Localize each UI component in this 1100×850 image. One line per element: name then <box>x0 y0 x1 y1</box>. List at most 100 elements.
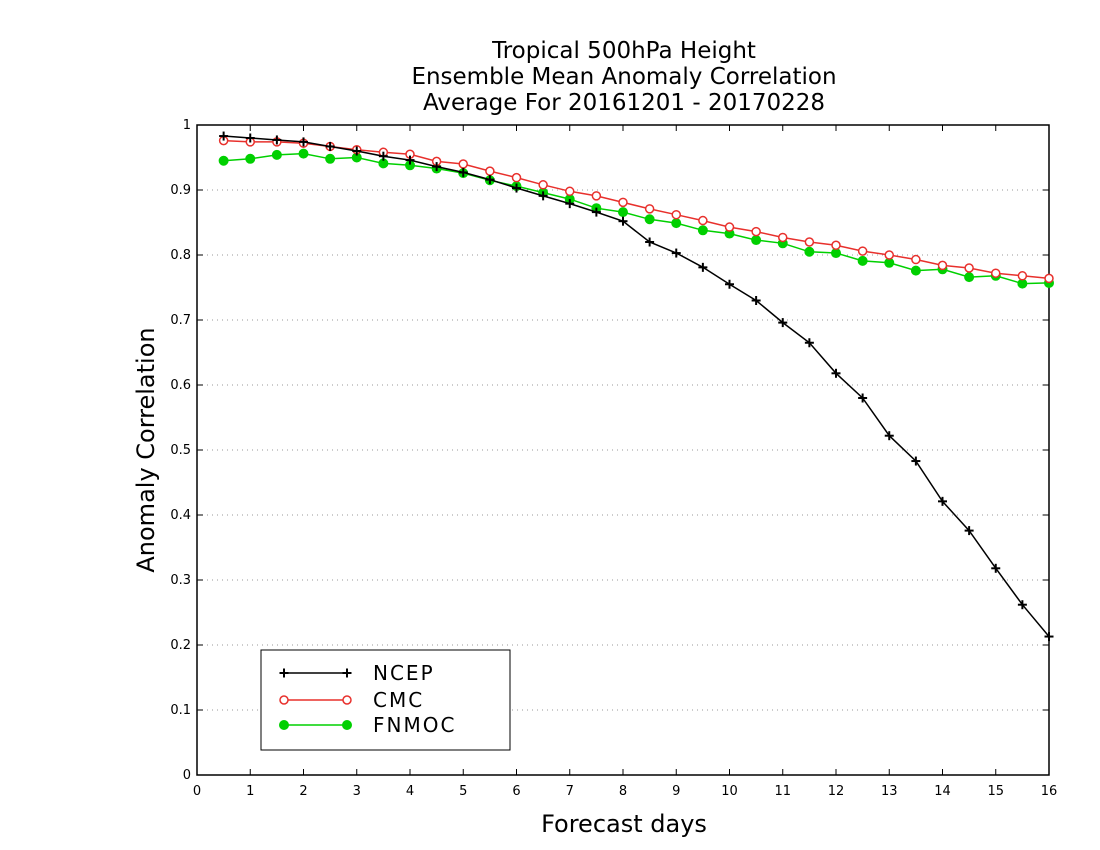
data-point-cmc <box>831 240 841 250</box>
data-point-ncep <box>725 279 734 289</box>
y-tick-label: 0.3 <box>170 573 191 588</box>
data-point-cmc <box>724 222 735 232</box>
legend-label-ncep: NCEP <box>373 661 435 685</box>
data-point-cmc <box>751 226 761 237</box>
title-line-1: Tropical 500hPa Height <box>491 38 756 64</box>
data-point-ncep <box>911 456 921 466</box>
data-point-fnmoc <box>618 207 628 218</box>
data-point-fnmoc <box>271 149 282 160</box>
x-tick-label: 3 <box>353 784 361 799</box>
data-point-fnmoc <box>857 255 868 266</box>
data-point-ncep <box>219 131 229 141</box>
data-point-cmc <box>884 250 894 260</box>
data-point-cmc <box>565 186 575 197</box>
y-tick-label: 0.6 <box>170 378 191 393</box>
data-point-ncep <box>858 393 868 403</box>
data-point-cmc <box>618 197 628 208</box>
data-point-ncep <box>299 137 308 147</box>
data-point-cmc <box>991 268 1001 278</box>
data-point-ncep <box>964 526 974 536</box>
data-point-cmc <box>591 191 602 201</box>
data-point-fnmoc <box>964 272 975 283</box>
data-point-ncep <box>352 146 362 156</box>
data-point-ncep <box>671 248 681 258</box>
series-ncep <box>219 131 1054 642</box>
legend-marker-ncep <box>342 668 352 678</box>
data-point-ncep <box>458 167 468 177</box>
title-line-2: Ensemble Mean Anomaly Correlation <box>411 64 836 90</box>
data-point-ncep <box>1017 600 1027 610</box>
legend-item-ncep: NCEP <box>279 661 435 685</box>
data-point-fnmoc <box>218 155 229 166</box>
data-point-cmc <box>485 166 495 176</box>
series-line-cmc <box>223 139 1050 280</box>
x-tick-label: 2 <box>299 784 307 799</box>
y-tick-label: 0.1 <box>170 703 191 718</box>
data-point-cmc <box>698 215 708 226</box>
data-point-ncep <box>884 431 894 441</box>
x-tick-labels: 0 1 2 3 4 5 6 7 8 9 10 11 12 13 14 15 16 <box>193 784 1057 799</box>
data-point-ncep <box>405 155 415 165</box>
data-point-cmc <box>644 204 655 214</box>
x-tick-label: 8 <box>619 784 627 799</box>
data-point-cmc <box>511 172 522 183</box>
y-tick-label: 0.5 <box>170 443 191 458</box>
data-point-ncep <box>938 496 947 506</box>
y-tick-label: 0 <box>183 768 191 783</box>
data-point-cmc <box>458 159 468 169</box>
data-point-ncep <box>1044 632 1054 642</box>
data-point-ncep <box>512 183 521 193</box>
legend-label-cmc: CMC <box>373 688 424 712</box>
legend-item-cmc: CMC <box>279 688 424 712</box>
x-tick-label: 12 <box>828 784 845 799</box>
x-tick-label: 7 <box>566 784 574 799</box>
data-point-cmc <box>1044 273 1054 284</box>
x-tick-label: 1 <box>246 784 254 799</box>
data-point-ncep <box>698 262 708 272</box>
data-point-cmc <box>937 260 948 271</box>
data-point-fnmoc <box>298 148 309 159</box>
data-point-cmc <box>857 246 868 256</box>
plot-area <box>218 131 1054 642</box>
x-tick-label: 4 <box>406 784 414 799</box>
data-point-ncep <box>432 162 442 172</box>
data-point-ncep <box>778 318 788 328</box>
legend-label-fnmoc: FNMOC <box>373 713 456 737</box>
data-point-fnmoc <box>804 246 815 257</box>
series-cmc <box>218 135 1054 284</box>
y-tick-label: 0.7 <box>170 313 191 328</box>
data-point-fnmoc <box>910 265 921 276</box>
gridlines <box>197 189 1049 711</box>
y-axis-label: Anomaly Correlation <box>132 327 160 572</box>
y-tick-label: 0.8 <box>170 248 191 263</box>
data-point-cmc <box>964 263 974 273</box>
legend-marker-ncep <box>279 668 289 678</box>
x-tick-label: 6 <box>512 784 520 799</box>
series-fnmoc <box>218 148 1054 289</box>
x-tick-label: 16 <box>1041 784 1058 799</box>
y-tick-label: 0.9 <box>170 183 191 198</box>
x-tick-label: 14 <box>934 784 951 799</box>
data-point-ncep <box>804 338 814 348</box>
data-point-ncep <box>991 563 1001 573</box>
data-point-ncep <box>378 151 388 161</box>
data-point-ncep <box>538 191 548 201</box>
y-tick-label: 0.4 <box>170 508 191 523</box>
data-point-ncep <box>618 216 628 226</box>
data-point-ncep <box>245 133 255 143</box>
data-point-ncep <box>645 237 655 247</box>
axes <box>196 124 1050 776</box>
legend-marker-cmc <box>342 695 352 705</box>
y-tick-label: 0.2 <box>170 638 191 653</box>
data-point-fnmoc <box>644 214 655 225</box>
x-tick-label: 13 <box>881 784 898 799</box>
data-point-ncep <box>831 368 841 378</box>
data-point-ncep <box>591 207 601 217</box>
legend-item-fnmoc: FNMOC <box>279 713 456 737</box>
data-point-ncep <box>272 135 282 145</box>
data-point-ncep <box>325 141 335 151</box>
data-point-cmc <box>911 254 921 265</box>
data-point-cmc <box>671 209 681 220</box>
data-point-fnmoc <box>245 153 256 164</box>
